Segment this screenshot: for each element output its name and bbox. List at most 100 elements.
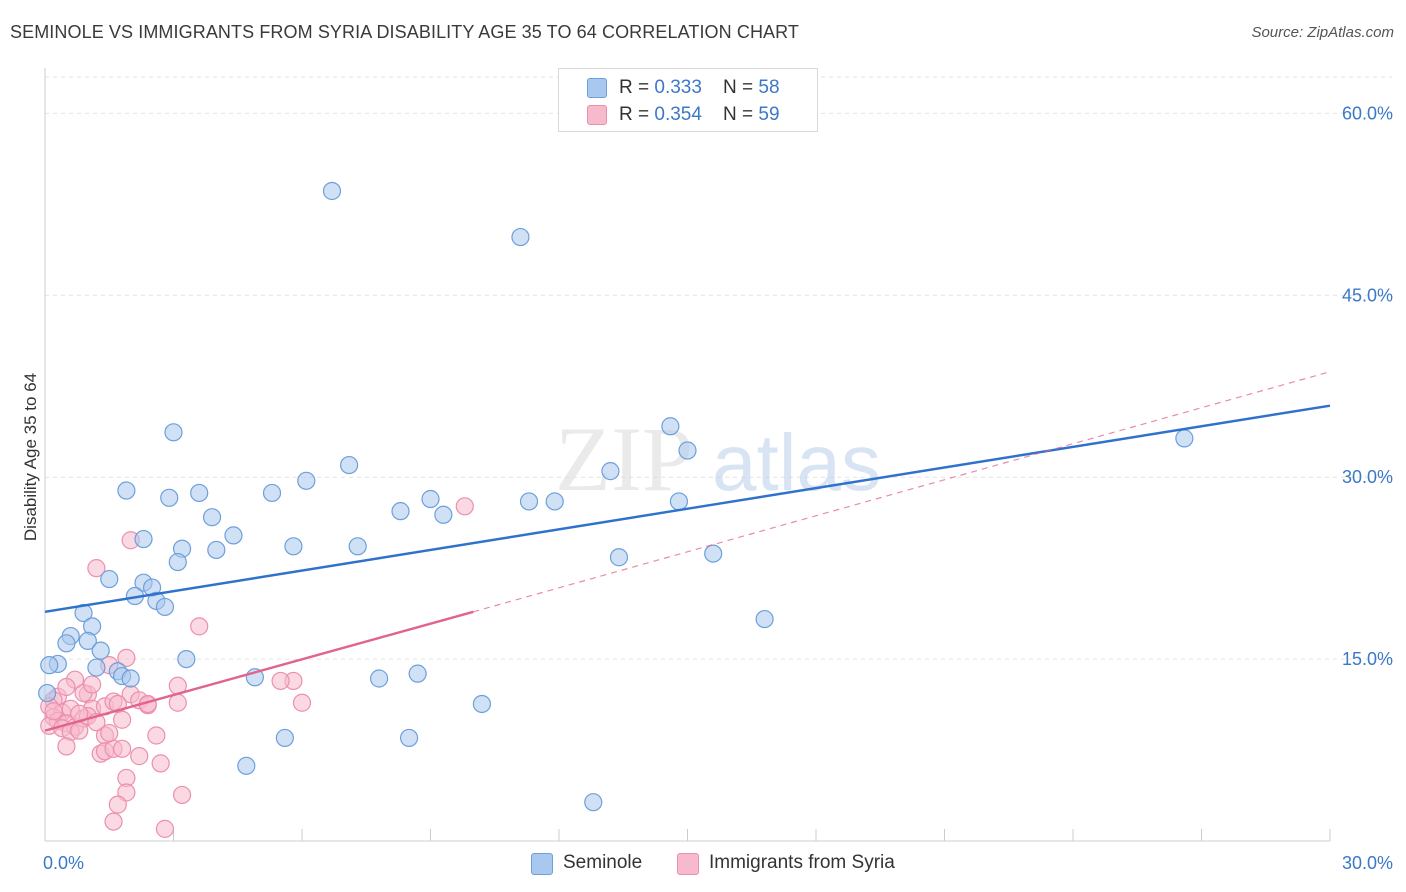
trendline-syria-extension <box>473 371 1331 613</box>
legend-n-value: 58 <box>758 77 780 98</box>
point-seminole <box>322 181 342 201</box>
correlation-legend: R = 0.333 N = 58 R = 0.354 N = 59 <box>558 68 818 132</box>
point-seminole <box>117 481 136 500</box>
bottom-legend-swatch-seminole <box>531 853 553 875</box>
series-seminole <box>38 181 1194 812</box>
point-seminole <box>40 656 59 675</box>
point-syria <box>271 671 290 691</box>
point-seminole <box>78 631 97 651</box>
trend-lines <box>44 371 1331 732</box>
point-seminole <box>408 664 427 683</box>
point-seminole <box>38 683 57 703</box>
legend-swatch-syria <box>587 105 607 125</box>
legend-r-label: R = <box>619 104 655 125</box>
point-seminole <box>545 492 564 511</box>
point-seminole <box>472 694 491 714</box>
x-tick-label: 0.0% <box>43 853 84 873</box>
point-seminole <box>177 649 196 669</box>
point-syria <box>112 710 132 729</box>
legend-r-value: 0.333 <box>654 77 702 98</box>
point-seminole <box>190 483 209 503</box>
point-seminole <box>340 455 359 475</box>
point-seminole <box>284 537 303 556</box>
point-seminole <box>511 227 530 247</box>
point-seminole <box>134 529 153 549</box>
point-seminole <box>262 483 282 503</box>
source-label: Source: ZipAtlas.com <box>1251 24 1394 41</box>
point-seminole <box>87 658 106 677</box>
point-seminole <box>584 793 603 812</box>
legend-r-label: R = <box>619 77 655 98</box>
point-seminole <box>519 492 539 511</box>
point-seminole <box>160 488 179 507</box>
point-seminole <box>297 471 316 490</box>
point-seminole <box>100 569 119 589</box>
trendline-seminole <box>44 404 1331 613</box>
point-seminole <box>57 634 76 653</box>
x-tick-label: 30.0% <box>1342 853 1393 873</box>
point-seminole <box>275 728 294 748</box>
series-immigrants-from-syria <box>40 497 474 838</box>
watermark-atlas: atlas <box>712 418 881 507</box>
legend-r-value: 0.354 <box>654 104 702 125</box>
point-syria <box>172 785 192 805</box>
point-seminole <box>434 505 453 524</box>
point-syria <box>147 726 166 745</box>
point-seminole <box>164 423 183 442</box>
point-seminole <box>421 489 440 509</box>
point-syria <box>168 693 187 712</box>
bottom-legend-label-syria: Immigrants from Syria <box>709 852 895 873</box>
point-syria <box>57 737 76 756</box>
point-syria <box>100 723 119 743</box>
point-seminole <box>207 540 226 560</box>
point-syria <box>70 721 89 740</box>
legend-n-label: N = <box>723 77 759 98</box>
grid-lines <box>45 76 1392 660</box>
point-syria <box>44 702 63 721</box>
point-syria <box>108 795 127 814</box>
point-syria <box>130 747 149 766</box>
chart-title: SEMINOLE VS IMMIGRANTS FROM SYRIA DISABI… <box>10 22 800 42</box>
point-syria <box>112 739 132 758</box>
point-syria <box>155 819 175 838</box>
point-seminole <box>399 728 419 748</box>
point-seminole <box>391 502 410 521</box>
y-tick-label: 15.0% <box>1342 649 1393 669</box>
legend-swatch-seminole <box>587 78 607 98</box>
trendline-syria <box>44 610 474 732</box>
point-seminole <box>601 462 620 481</box>
point-seminole <box>121 669 140 688</box>
point-seminole <box>678 441 697 460</box>
y-tick-label: 45.0% <box>1342 285 1393 305</box>
point-seminole <box>609 548 629 567</box>
point-seminole <box>1175 429 1194 448</box>
y-axis-label: Disability Age 35 to 64 <box>21 373 40 541</box>
tick-labels: 15.0% 30.0% 45.0% 60.0% 0.0% 30.0% <box>43 103 1393 873</box>
point-syria <box>117 648 136 667</box>
point-seminole <box>704 544 723 563</box>
legend-n-value: 59 <box>758 104 780 125</box>
point-seminole <box>370 669 389 688</box>
point-seminole <box>168 552 187 572</box>
point-syria <box>83 675 102 694</box>
bottom-legend-label-seminole: Seminole <box>563 852 643 873</box>
point-seminole <box>348 537 367 556</box>
point-seminole <box>237 756 256 775</box>
point-seminole <box>202 508 222 527</box>
point-syria <box>151 754 170 773</box>
y-tick-label: 30.0% <box>1342 467 1393 487</box>
point-syria <box>57 677 76 697</box>
point-seminole <box>224 526 243 545</box>
point-seminole <box>155 597 175 617</box>
point-syria <box>87 559 106 578</box>
point-seminole <box>755 609 774 629</box>
bottom-legend-swatch-syria <box>677 853 699 875</box>
legend-n-label: N = <box>723 104 759 125</box>
point-seminole <box>669 492 689 511</box>
point-syria <box>104 812 123 831</box>
point-seminole <box>91 641 110 660</box>
point-seminole <box>661 417 680 436</box>
point-syria <box>190 617 209 636</box>
point-syria <box>292 693 312 712</box>
